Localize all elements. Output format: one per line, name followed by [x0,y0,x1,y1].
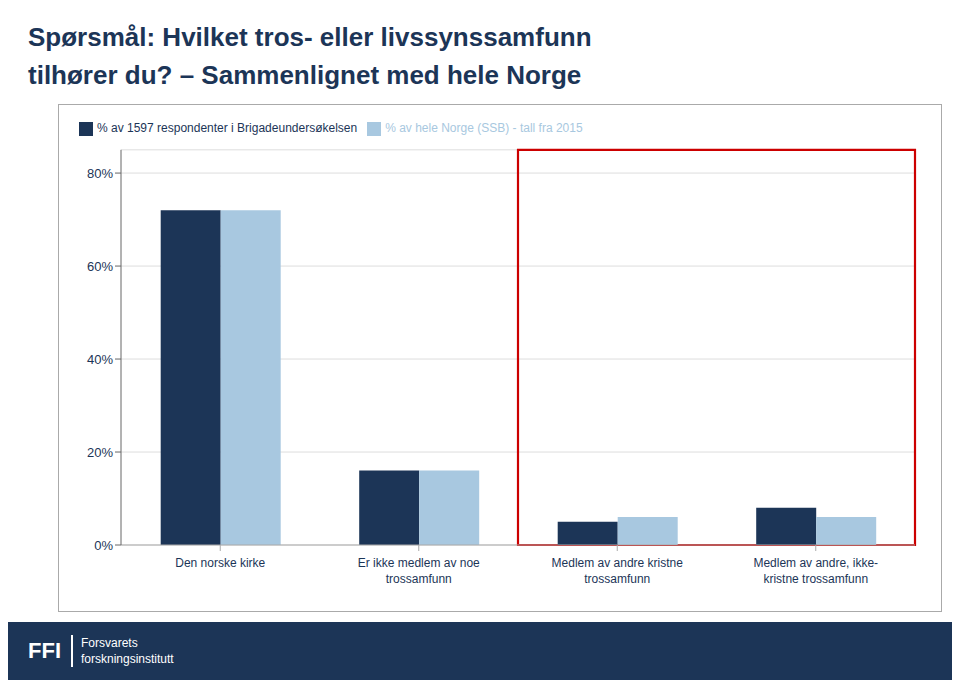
svg-text:Er ikke medlem av noetrossamfu: Er ikke medlem av noetrossamfunn [358,556,480,586]
html-text:Spørsmål: Hvilket tros- eller: Spørsmål: Hvilket tros- eller livssynssa… [28,22,592,52]
html-text:forskningsinstitutt: forskningsinstitutt [81,652,174,666]
html-text:tilhører du? – Sammenlignet me: tilhører du? – Sammenlignet med hele Nor… [28,60,582,90]
svg-text:80%: 80% [87,166,113,181]
html-text:% av 1597 respondenter i Briga: % av 1597 respondenter i Brigadeundersøk… [97,121,358,135]
svg-text:0%: 0% [94,538,113,553]
svg-text:Medlem av andre, ikke-kristne: Medlem av andre, ikke-kristne trossamfun… [753,556,878,586]
html-text:Forsvarets: Forsvarets [81,636,138,650]
html-text:% av hele Norge (SSB) - tall f: % av hele Norge (SSB) - tall fra 2015 [385,121,583,135]
svg-text:60%: 60% [87,259,113,274]
svg-text:Medlem av andre kristnetrossam: Medlem av andre kristnetrossamfunn [552,556,684,586]
html-text:FFI: FFI [28,638,61,663]
svg-text:Den norske kirke: Den norske kirke [175,556,265,570]
svg-text:20%: 20% [87,445,113,460]
svg-text:40%: 40% [87,352,113,367]
